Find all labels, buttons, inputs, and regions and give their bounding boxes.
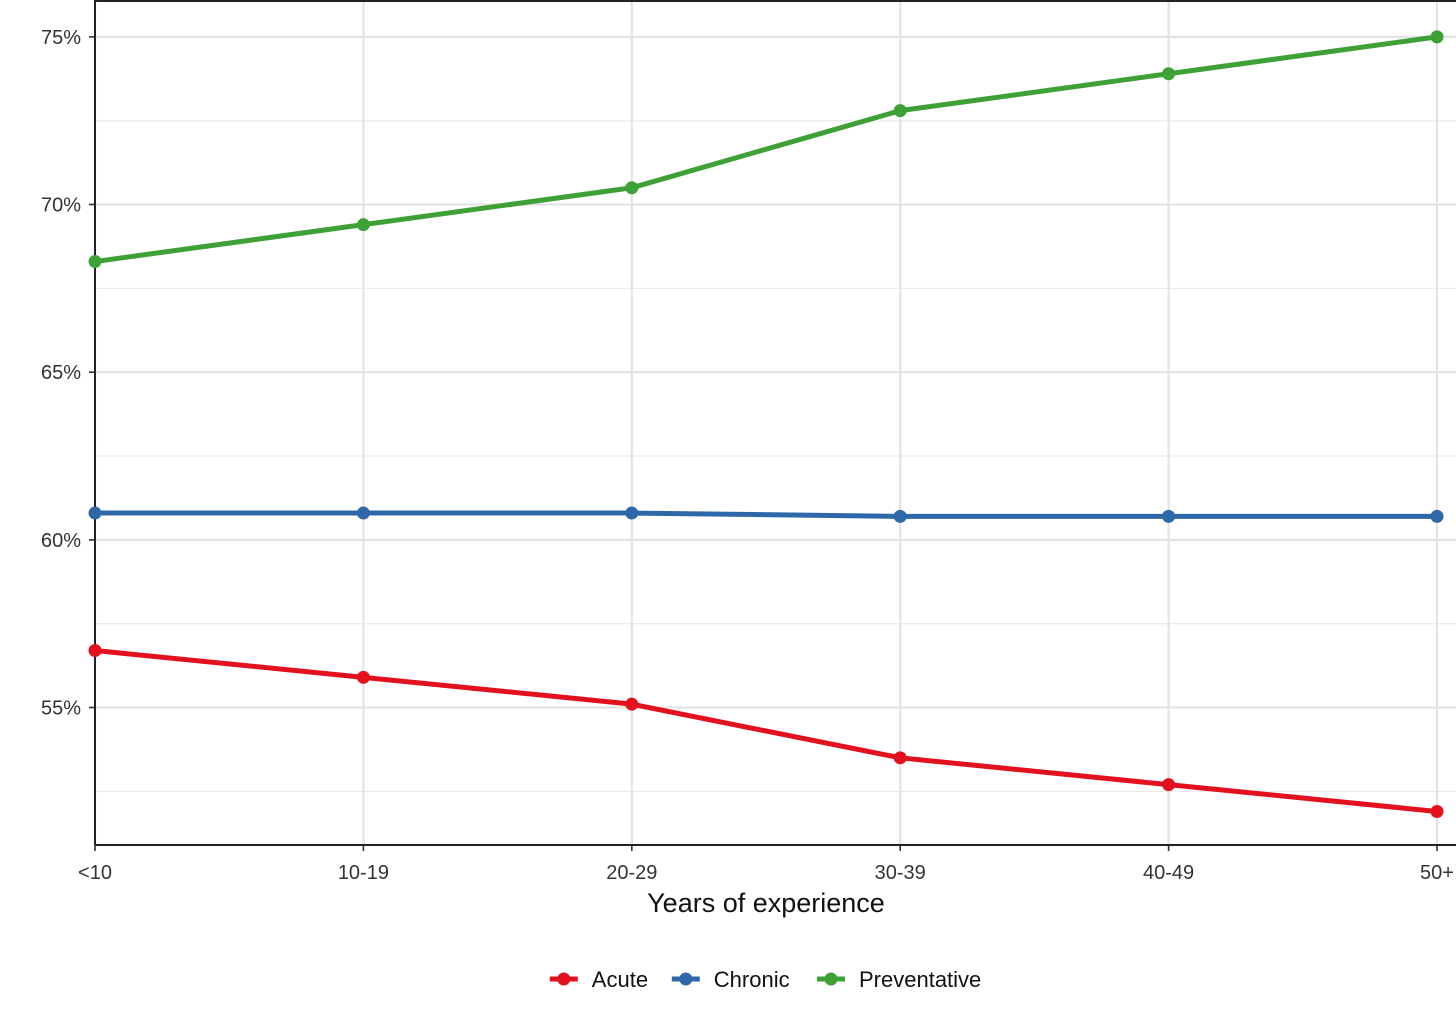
legend-key-point-acute xyxy=(557,972,571,986)
data-point-chronic xyxy=(625,506,639,520)
series-line-chronic xyxy=(92,510,1440,519)
legend: Acute Chronic Preventative xyxy=(549,967,981,992)
data-point-chronic xyxy=(356,506,370,520)
data-point-preventative xyxy=(625,181,639,195)
data-point-preventative xyxy=(1162,67,1176,81)
series-line-preventative xyxy=(92,34,1440,265)
data-point-preventative xyxy=(88,255,102,269)
legend-item-acute: Acute xyxy=(549,967,648,992)
data-point-acute xyxy=(1162,778,1176,792)
data-point-chronic xyxy=(1430,509,1444,523)
y-tick-label: 70% xyxy=(41,195,81,217)
data-point-preventative xyxy=(356,218,370,232)
y-tick-label: 60% xyxy=(41,530,81,552)
data-point-preventative xyxy=(1430,30,1444,44)
data-point-chronic xyxy=(88,506,102,520)
legend-key-point-chronic xyxy=(679,972,693,986)
x-tick-label: <10 xyxy=(78,862,112,884)
x-tick-label: 50+ xyxy=(1420,862,1454,884)
series-layer xyxy=(88,30,1444,818)
axis-layer: 55% 60% 65% 70% 75% <10 10-19 20-29 30-39 40-49 50… xyxy=(41,0,1456,884)
y-tick-label: 55% xyxy=(41,698,81,720)
grid-layer xyxy=(93,0,1456,845)
legend-key-point-preventative xyxy=(824,972,838,986)
data-point-acute xyxy=(893,751,907,765)
x-tick-label: 40-49 xyxy=(1143,862,1194,884)
legend-item-preventative: Preventative xyxy=(817,967,981,992)
data-point-acute xyxy=(1430,804,1444,818)
data-point-acute xyxy=(356,670,370,684)
y-tick-label: 75% xyxy=(41,27,81,49)
legend-item-chronic: Chronic xyxy=(671,967,790,992)
series-line-acute xyxy=(92,648,1440,814)
legend-label-chronic: Chronic xyxy=(714,967,790,992)
legend-label-acute: Acute xyxy=(592,967,648,992)
data-point-preventative xyxy=(893,104,907,118)
x-tick-label: 20-29 xyxy=(606,862,657,884)
data-point-acute xyxy=(88,644,102,658)
data-point-acute xyxy=(625,697,639,711)
x-axis-title: Years of experience xyxy=(647,888,885,918)
data-point-chronic xyxy=(1162,509,1176,523)
x-tick-label: 10-19 xyxy=(338,862,389,884)
x-tick-label: 30-39 xyxy=(875,862,926,884)
data-point-chronic xyxy=(893,509,907,523)
legend-label-preventative: Preventative xyxy=(859,967,981,992)
y-tick-label: 65% xyxy=(41,362,81,384)
